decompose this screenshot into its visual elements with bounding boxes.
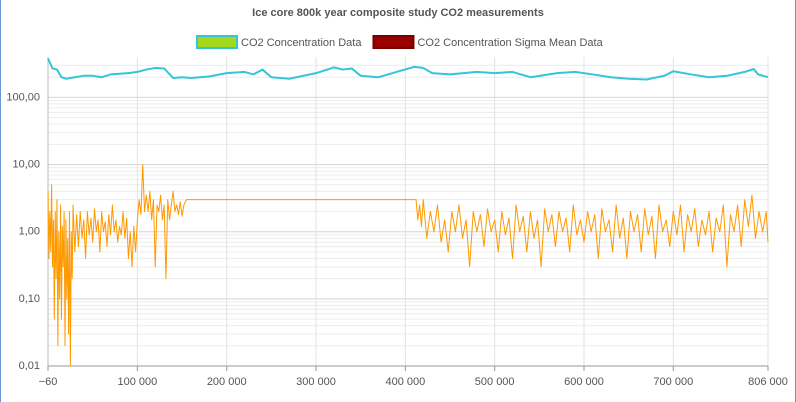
legend-label: CO2 Concentration Sigma Mean Data (417, 37, 603, 49)
x-tick-label: 300 000 (296, 376, 336, 388)
data-line (47, 58, 769, 81)
x-tick-label: 200 000 (207, 376, 247, 388)
x-tick-label: 700 000 (653, 376, 693, 388)
legend-swatch (372, 35, 415, 49)
legend-swatch (196, 35, 238, 49)
legend: CO2 Concentration Data CO2 Concentration … (196, 35, 604, 49)
legend-label: CO2 Concentration Data (241, 37, 362, 49)
y-tick-label: 100,00 (6, 91, 40, 103)
x-tick-label: 500 000 (475, 376, 515, 388)
y-tick-label: 0,01 (19, 360, 40, 372)
x-tick-label: −60 (39, 376, 58, 388)
x-tick-label: 100 000 (117, 376, 157, 388)
y-tick-label: 1,00 (19, 226, 40, 238)
y-tick-label: 0,10 (19, 293, 40, 305)
x-tick-label: 806 000 (748, 376, 788, 388)
x-tick-label: 600 000 (564, 376, 604, 388)
data-line (47, 164, 769, 367)
x-tick-label: 400 000 (385, 376, 425, 388)
y-tick-label: 10,00 (12, 158, 40, 170)
chart-title: Ice core 800k year composite study CO2 m… (252, 7, 544, 19)
